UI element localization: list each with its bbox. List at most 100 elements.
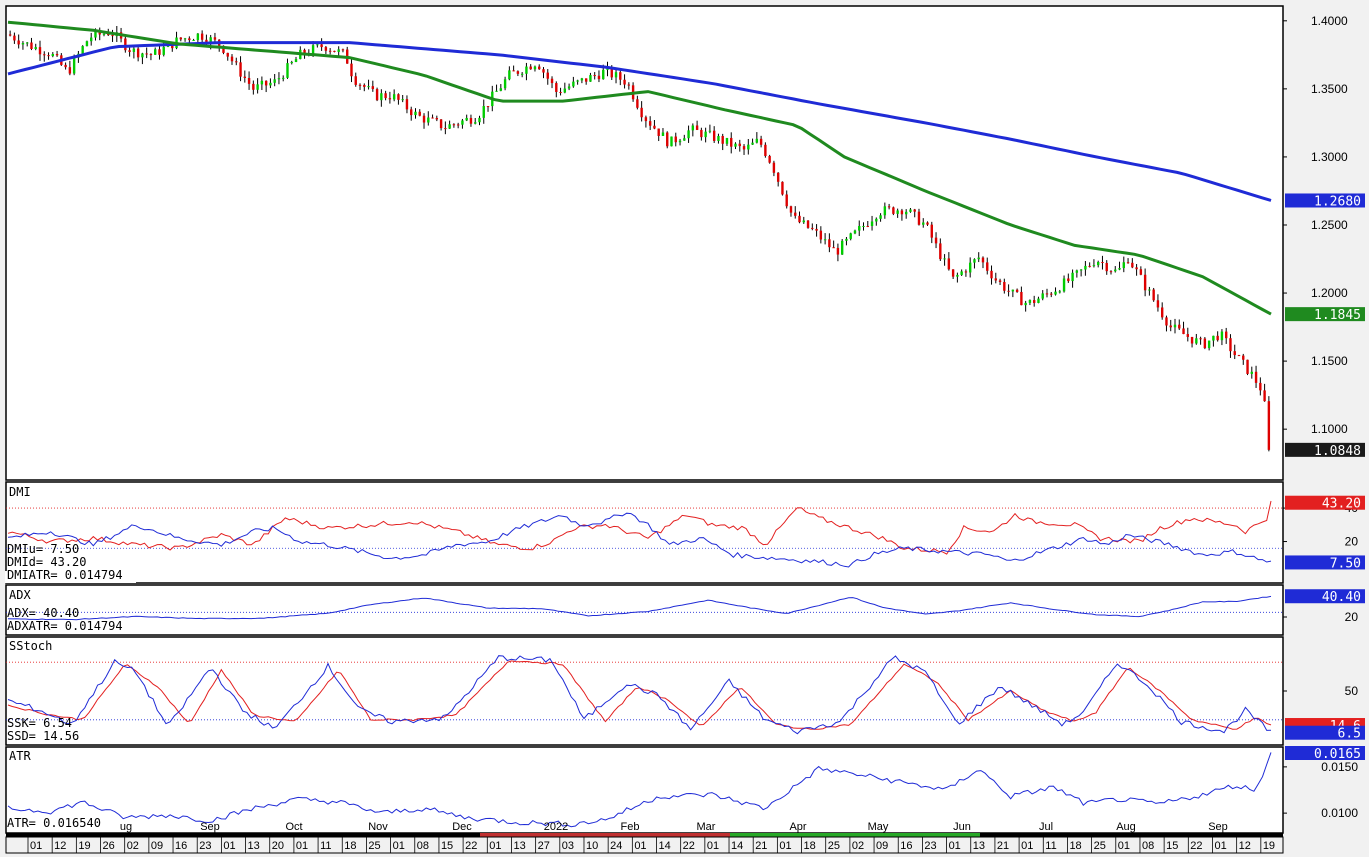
candle-down	[657, 128, 660, 136]
candle-down	[243, 76, 247, 78]
candle-up	[525, 66, 528, 74]
candle-up	[260, 80, 264, 85]
day-label: 09	[876, 840, 888, 852]
candle-up	[567, 86, 571, 89]
candle-up	[1195, 338, 1198, 344]
candle-up	[503, 79, 507, 89]
candle-up	[896, 210, 899, 214]
candle-up	[1096, 262, 1100, 266]
candle-down	[913, 209, 916, 212]
time-axis: ug Sep Oct Nov Dec 2022 Feb Mar Apr May Jun Jul Aug S…	[5, 821, 1284, 854]
candle-up	[183, 38, 187, 40]
day-label: 02	[852, 840, 864, 852]
candle-up	[273, 79, 276, 83]
candle-down	[934, 237, 938, 244]
candle-down	[1160, 307, 1164, 318]
candle-down	[832, 247, 835, 249]
candle-down	[640, 107, 643, 118]
day-label: 22	[683, 840, 695, 852]
month-label: Sep	[1208, 821, 1228, 833]
day-label: 16	[175, 840, 187, 852]
month-label: Aug	[1116, 821, 1136, 833]
candle-up	[1071, 272, 1074, 282]
candle-down	[939, 243, 942, 260]
candle-up	[747, 144, 750, 150]
ma-long-line	[7, 41, 1272, 202]
candle-up	[1058, 291, 1061, 293]
candle-down	[538, 66, 541, 70]
month-label: Nov	[368, 821, 388, 833]
candle-up	[482, 106, 485, 118]
candle-up	[461, 120, 464, 125]
month-label: Apr	[789, 821, 806, 833]
atr-readout: ATR= 0.016540	[7, 816, 101, 830]
candle-down	[1182, 328, 1185, 335]
adx-readout: ADX= 40.40	[7, 606, 79, 620]
price-candles	[8, 26, 1271, 452]
candle-down	[900, 210, 904, 215]
candle-down	[785, 194, 788, 207]
candle-down	[341, 49, 345, 51]
candle-down	[1105, 262, 1108, 272]
candle-down	[666, 132, 669, 147]
adx-title: ADX	[9, 588, 31, 602]
candle-up	[520, 73, 524, 75]
candle-up	[269, 82, 272, 86]
price-panel-frame	[5, 5, 1284, 481]
day-label: 19	[1263, 840, 1275, 852]
candle-down	[431, 117, 434, 119]
candle-up	[72, 57, 76, 74]
candle-up	[909, 209, 912, 212]
candle-down	[828, 239, 831, 248]
dmi-title: DMI	[9, 485, 31, 499]
candle-down	[892, 207, 895, 214]
candle-down	[230, 56, 234, 62]
candle-down	[47, 55, 50, 57]
candle-down	[1007, 290, 1010, 292]
day-label: 15	[441, 840, 453, 852]
dmi-plus-line	[7, 512, 1272, 568]
candle-up	[286, 63, 289, 78]
candle-up	[870, 221, 874, 226]
day-label: 25	[368, 840, 380, 852]
candle-up	[717, 135, 720, 141]
day-label: 09	[151, 840, 163, 852]
candle-up	[495, 90, 498, 92]
badge-adx: 40.40	[1322, 590, 1361, 605]
candle-up	[94, 30, 97, 38]
adx-readout-atr: ADXATR= 0.014794	[7, 619, 123, 633]
day-label: 01	[634, 840, 646, 852]
candle-down	[384, 93, 387, 99]
candle-up	[192, 40, 195, 42]
atr-tick-label: 0.0100	[1321, 806, 1358, 820]
candle-up	[367, 86, 370, 88]
candle-up	[691, 125, 695, 131]
candle-down	[38, 47, 42, 55]
candle-up	[380, 93, 383, 101]
candle-up	[533, 66, 537, 70]
candle-down	[653, 125, 656, 129]
day-label: 14	[731, 840, 743, 852]
candle-up	[21, 43, 25, 45]
candle-down	[1263, 390, 1266, 402]
candle-up	[478, 117, 481, 123]
candle-down	[328, 50, 332, 52]
day-label: 13	[248, 840, 260, 852]
candle-down	[136, 48, 140, 58]
day-label: 10	[586, 840, 598, 852]
price-tick-label: 1.2000	[1311, 286, 1348, 300]
day-label: 12	[1239, 840, 1251, 852]
candle-down	[742, 146, 746, 150]
dmi-tick-label: 20	[1345, 535, 1359, 549]
day-label: 11	[1045, 840, 1056, 852]
candle-down	[13, 35, 16, 41]
candle-down	[1135, 267, 1138, 270]
candle-up	[34, 47, 37, 50]
candle-up	[1041, 293, 1044, 299]
atr-title: ATR	[9, 749, 31, 763]
badge-ma-long: 1.2680	[1314, 194, 1361, 209]
day-label: 14	[659, 840, 671, 852]
candle-up	[1207, 340, 1211, 349]
price-tick-label: 1.4000	[1311, 14, 1348, 28]
candle-down	[887, 206, 891, 208]
